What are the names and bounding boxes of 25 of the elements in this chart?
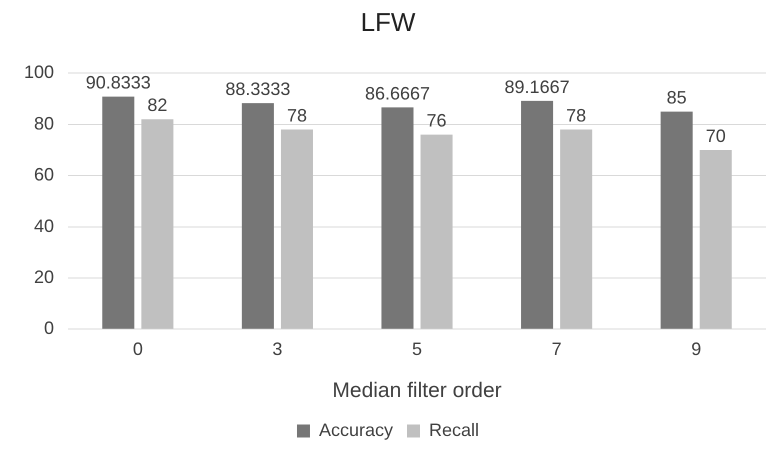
data-label: 78 bbox=[566, 105, 586, 126]
y-tick-label: 80 bbox=[34, 113, 54, 134]
data-label: 70 bbox=[706, 126, 726, 146]
data-label: 88.3333 bbox=[225, 79, 290, 100]
chart-title: LFW bbox=[360, 6, 416, 37]
data-label: 89.1667 bbox=[504, 76, 570, 97]
x-tick-label: 7 bbox=[552, 338, 562, 359]
y-tick-label: 40 bbox=[34, 216, 54, 236]
y-tick-label: 0 bbox=[44, 318, 54, 338]
data-label: 78 bbox=[286, 105, 307, 126]
x-tick-label: 5 bbox=[412, 338, 422, 359]
x-tick-label: 9 bbox=[691, 338, 702, 359]
y-tick-label: 100 bbox=[24, 62, 54, 82]
data-label: 86.6667 bbox=[364, 83, 430, 104]
data-label: 76 bbox=[426, 110, 447, 131]
x-axis-title: Median filter order bbox=[332, 379, 502, 402]
data-label: 90.8333 bbox=[86, 72, 151, 93]
legend-label: Accuracy bbox=[318, 420, 394, 440]
legend-label: Recall bbox=[429, 420, 480, 440]
y-tick-label: 20 bbox=[34, 266, 54, 287]
y-tick-label: 60 bbox=[34, 164, 54, 185]
x-tick-label: 0 bbox=[132, 338, 143, 359]
x-tick-label: 3 bbox=[272, 338, 282, 359]
data-label: 82 bbox=[147, 95, 168, 116]
data-label: 85 bbox=[666, 88, 687, 108]
